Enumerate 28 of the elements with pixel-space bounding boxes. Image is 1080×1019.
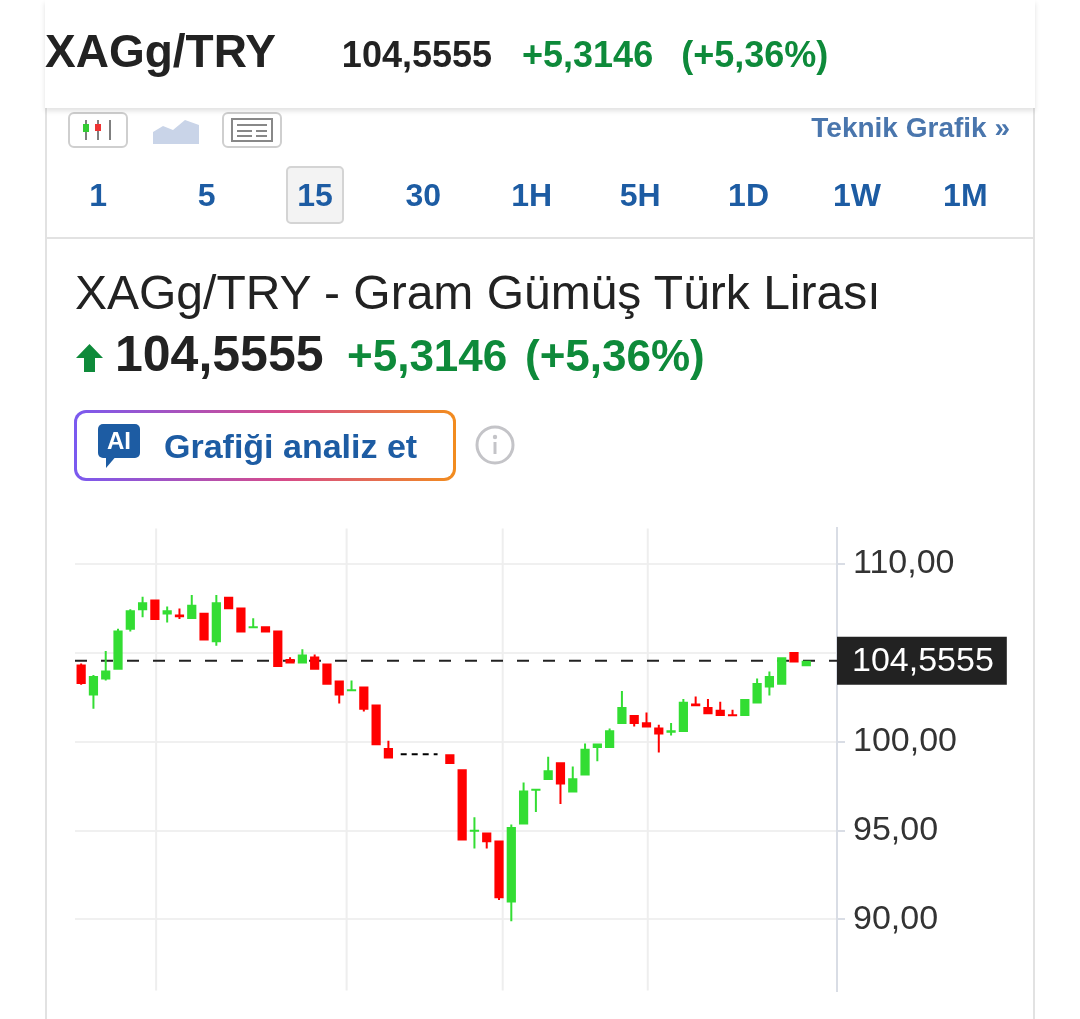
candlestick — [346, 680, 357, 692]
text: XAGg/TRY — [45, 25, 276, 77]
text: 104,5555 — [115, 326, 324, 382]
y-tick-label: 90,00 — [853, 897, 939, 936]
candlestick — [666, 723, 676, 736]
text: +5,3146 — [347, 331, 508, 380]
candlestick — [789, 651, 799, 663]
analyze-button[interactable]: AI Grafiği analiz et — [74, 410, 456, 481]
candlestick — [285, 657, 295, 664]
y-tick-label: 110,00 — [853, 542, 955, 581]
chart-title: XAGg/TRY - Gram Gümüş Türk Lirası — [75, 266, 881, 319]
y-tick-label: 100,00 — [853, 720, 957, 759]
candlestick — [469, 817, 480, 849]
candlestick — [703, 699, 713, 715]
candlestick — [641, 712, 652, 728]
text: Teknik Grafik » — [811, 112, 1010, 143]
candlestick — [494, 840, 504, 900]
candlestick — [248, 618, 258, 629]
text: (+5,36%) — [681, 34, 829, 75]
text: 104,5555 — [341, 34, 493, 75]
text: 1 5 15 30 1H 5H 1D 1W 1M — [89, 177, 988, 213]
ref-line-label: 104,5555 — [852, 640, 994, 679]
candlestick — [162, 606, 172, 623]
candlestick — [617, 691, 627, 724]
text: (+5,36%) — [525, 331, 705, 380]
text: +5,3146 — [522, 34, 654, 75]
y-tick-label: 95,00 — [853, 808, 939, 847]
candlestick — [531, 788, 541, 812]
